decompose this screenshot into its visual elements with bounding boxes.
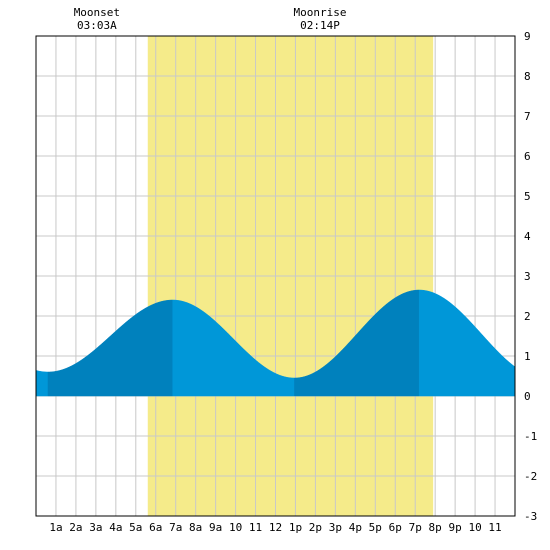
x-tick-label: 3a (89, 521, 102, 534)
x-tick-label: 10 (229, 521, 242, 534)
x-tick-label: 2a (69, 521, 82, 534)
moon-event-label: Moonset (74, 6, 120, 19)
x-tick-label: 8a (189, 521, 202, 534)
x-tick-label: 11 (488, 521, 501, 534)
falling-tide-area (418, 289, 516, 397)
rising-tide-area (294, 289, 420, 397)
y-tick-label: 0 (524, 390, 531, 403)
falling-tide-area (35, 370, 49, 397)
falling-tide-area (172, 299, 295, 397)
x-tick-label: 1p (289, 521, 302, 534)
y-tick-label: 9 (524, 30, 531, 43)
y-tick-label: 3 (524, 270, 531, 283)
plot-frame (35, 35, 516, 517)
x-tick-label: 10 (468, 521, 481, 534)
y-tick-label: -1 (524, 430, 537, 443)
y-tick-labels: 9 8 7 6 5 4 3 2 1 0 -1 -2 -3 (524, 30, 537, 523)
rising-tide-area (47, 299, 173, 397)
x-tick-label: 8p (429, 521, 442, 534)
x-tick-label: 11 (249, 521, 262, 534)
moon-event-label: Moonrise (294, 6, 347, 19)
y-tick-label: 4 (524, 230, 531, 243)
y-tick-label: 5 (524, 190, 531, 203)
x-tick-label: 9a (209, 521, 222, 534)
x-tick-label: 2p (309, 521, 322, 534)
x-tick-label: 7a (169, 521, 182, 534)
x-tick-label: 6a (149, 521, 162, 534)
moon-event-time: 03:03A (77, 19, 117, 32)
x-tick-labels: 1a 2a 3a 4a 5a 6a 7a 8a 9a 10 11 12 1p 2p 3p 4p 5p 6p 7p 8p… (49, 521, 501, 534)
y-tick-label: -2 (524, 470, 537, 483)
y-tick-label: 2 (524, 310, 531, 323)
y-tick-label: -3 (524, 510, 537, 523)
x-tick-label: 9p (449, 521, 462, 534)
y-tick-label: 1 (524, 350, 531, 363)
y-tick-label: 8 (524, 70, 531, 83)
grid-layer (36, 36, 515, 516)
x-tick-label: 4p (349, 521, 362, 534)
y-tick-label: 7 (524, 110, 531, 123)
x-tick-label: 4a (109, 521, 122, 534)
x-tick-label: 5a (129, 521, 142, 534)
x-tick-label: 12 (269, 521, 282, 534)
y-tick-label: 6 (524, 150, 531, 163)
moon-event-time: 02:14P (300, 19, 340, 32)
plot-frame-layer (35, 35, 516, 517)
x-tick-label: 1a (49, 521, 62, 534)
x-tick-label: 7p (409, 521, 422, 534)
x-tick-label: 5p (369, 521, 382, 534)
water-layer (35, 289, 516, 397)
x-tick-label: 6p (389, 521, 402, 534)
x-tick-label: 3p (329, 521, 342, 534)
